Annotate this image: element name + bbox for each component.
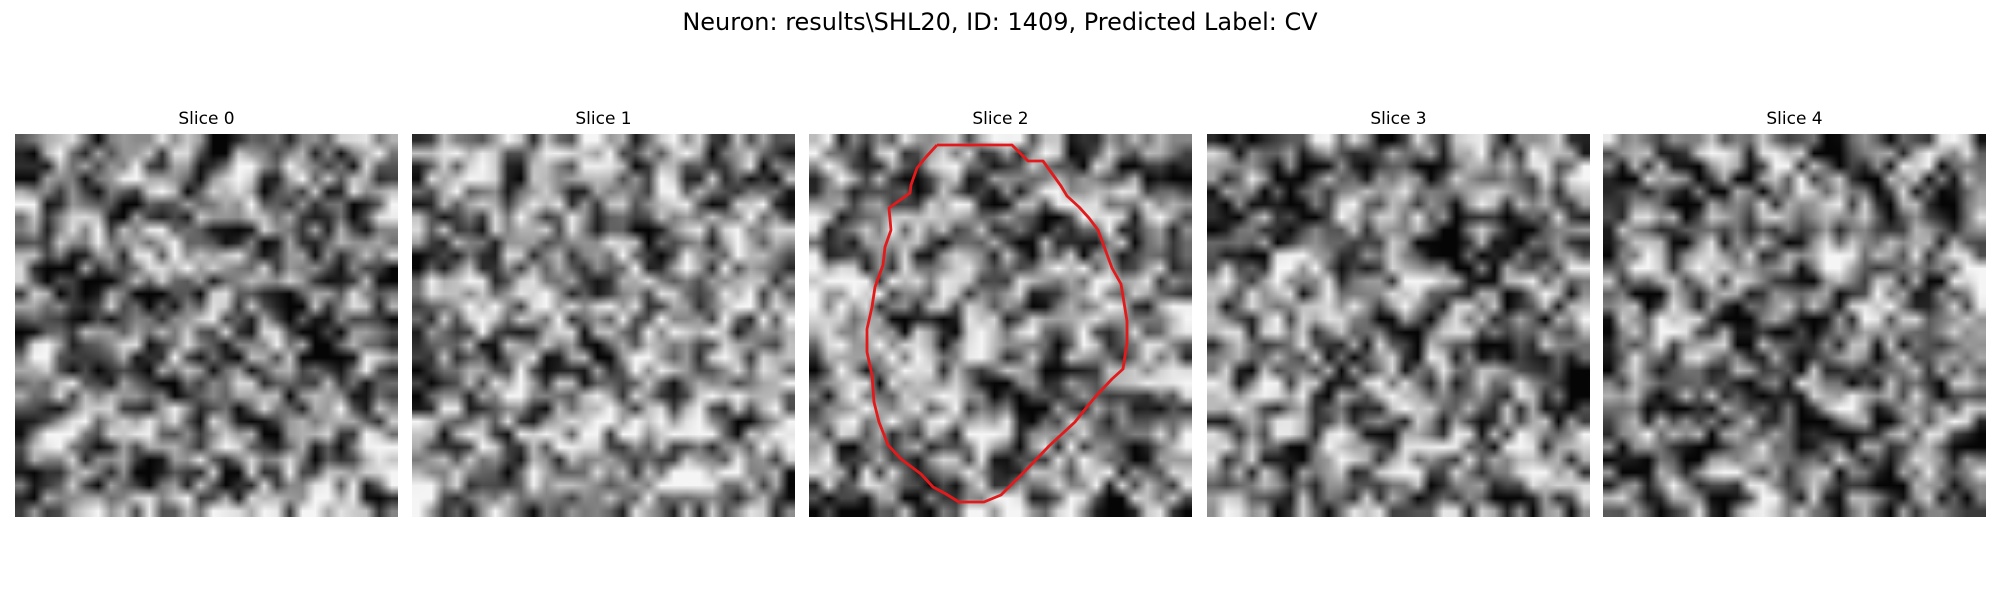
slice-image-1 [412, 134, 795, 517]
roi-outline-slice-2 [865, 143, 1129, 504]
slice-image-0 [15, 134, 398, 517]
slice-image-3 [1207, 134, 1590, 517]
panel-title-slice-1: Slice 1 [575, 109, 632, 129]
panel-title-slice-3: Slice 3 [1370, 109, 1427, 129]
roi-outline-path [865, 143, 1129, 504]
panel-title-slice-4: Slice 4 [1766, 109, 1823, 129]
panel-title-slice-0: Slice 0 [178, 109, 235, 129]
figure-title: Neuron: results\SHL20, ID: 1409, Predict… [682, 8, 1318, 36]
panel-title-slice-2: Slice 2 [972, 109, 1029, 129]
slice-image-4 [1603, 134, 1986, 517]
